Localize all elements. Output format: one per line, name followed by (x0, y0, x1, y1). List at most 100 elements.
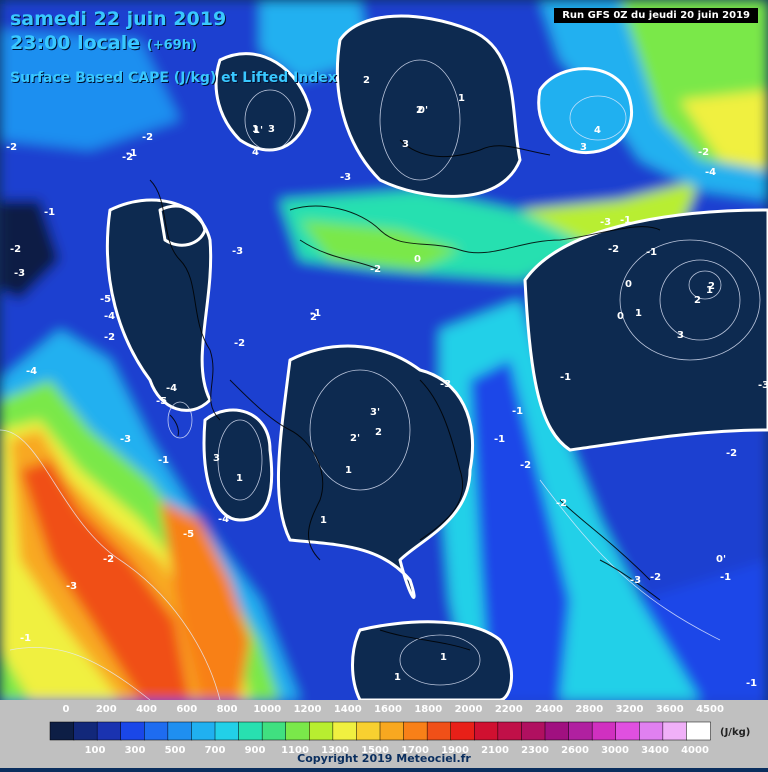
li-value-label: 2' (350, 433, 360, 444)
li-value-label: 3' (370, 407, 380, 418)
li-value-label: -2 (234, 338, 245, 349)
legend-swatch (568, 721, 593, 741)
legend-swatch (120, 721, 146, 741)
legend-unit: (J/kg) (720, 727, 751, 738)
li-value-label: -1 (620, 215, 631, 226)
li-value-label: 2 (416, 105, 423, 116)
legend-swatch (144, 721, 169, 741)
li-value-label: 1' (253, 125, 263, 136)
lifted-index-labels: -2-2-3-2-2-1-1-4-2-5-4-4-5-1-2-3-3-1-5-4… (6, 75, 768, 689)
li-value-label: -4 (218, 514, 229, 525)
legend-swatch (191, 721, 216, 741)
legend-top-tick: 1400 (333, 704, 362, 715)
li-value-label: 0 (617, 311, 624, 322)
legend-bottom-tick: 2100 (481, 745, 509, 756)
li-value-label: -2 (650, 572, 661, 583)
legend-swatch (591, 721, 617, 741)
legend-swatch (639, 721, 664, 741)
legend-swatch (214, 721, 240, 741)
legend-bottom-tick: 500 (164, 745, 186, 756)
li-value-label: -3 (630, 575, 641, 586)
legend-swatch (356, 721, 381, 741)
legend-swatch (96, 721, 122, 741)
legend-top-tick: 0 (62, 704, 70, 715)
copyright: Copyright 2019 Meteociel.fr (297, 752, 471, 765)
li-value-label: -2 (520, 460, 531, 471)
li-value-label: -2 (698, 147, 709, 158)
legend-top-tick: 1600 (374, 704, 402, 715)
legend-top-tick: 4500 (696, 704, 724, 715)
li-value-label: -1 (126, 148, 137, 159)
li-value-label: -2 (6, 142, 17, 153)
li-value-label: -1 (720, 572, 731, 583)
li-value-label: -1 (746, 678, 757, 689)
li-value-label: 3 (580, 142, 587, 153)
li-value-label: 3 (268, 124, 275, 135)
li-value-label: -2 (370, 264, 381, 275)
legend-top-tick: 2800 (575, 704, 604, 715)
legend-bottom-tick: 2300 (521, 745, 549, 756)
li-value-label: 3 (677, 330, 684, 341)
li-value-label: -1 (494, 434, 505, 445)
li-value-label: -1 (512, 406, 523, 417)
legend-top-tick: 1800 (414, 704, 443, 715)
li-value-label: -3 (600, 217, 611, 228)
cape-legend (0, 700, 768, 768)
li-value-label: -1 (646, 247, 657, 258)
legend-swatch (309, 721, 334, 741)
legend-colorbar (49, 721, 711, 741)
li-value-label: -3 (120, 434, 131, 445)
li-value-label: -4 (705, 167, 716, 178)
li-contours (0, 59, 761, 701)
legend-bottom-tick: 700 (204, 745, 226, 756)
coastlines (149, 139, 661, 651)
li-value-label: 2 (708, 281, 715, 292)
legend-top-tick: 2200 (494, 704, 523, 715)
legend-bottom-tick: 2600 (561, 745, 589, 756)
li-value-label: 1 (458, 93, 465, 104)
li-value-label: 0' (418, 105, 428, 116)
li-value-label: -3 (440, 379, 451, 390)
li-value-label: -1 (44, 207, 55, 218)
legend-swatch (497, 721, 523, 741)
li-value-label: -1 (20, 633, 31, 644)
li-value-label: -2 (103, 554, 114, 565)
legend-bottom-tick: 1100 (281, 745, 309, 756)
legend-top-tick: 200 (95, 704, 117, 715)
li-value-label: -1 (310, 308, 321, 319)
li-value-label: 2 (694, 295, 701, 306)
li-value-label: 3 (213, 453, 220, 464)
li-value-label: -4 (166, 383, 177, 394)
li-value-label: 1 (706, 285, 713, 296)
li-value-label: 2 (363, 75, 370, 86)
li-value-label: -2 (726, 448, 737, 459)
run-info: Run GFS 0Z du jeudi 20 juin 2019 (554, 8, 758, 23)
legend-bottom-tick: 300 (124, 745, 146, 756)
li-value-label: 1 (440, 652, 447, 663)
li-value-label: 1 (345, 465, 352, 476)
legend-bottom-tick: 1300 (321, 745, 349, 756)
li-value-label: 1 (252, 124, 259, 135)
legend-swatch (238, 721, 263, 741)
li-value-label: 1 (236, 473, 243, 484)
li-value-label: -2 (10, 244, 21, 255)
legend-swatch (474, 721, 499, 741)
legend-top-tick: 2000 (454, 704, 483, 715)
li-value-label: 0 (625, 279, 632, 290)
li-value-label: -1 (560, 372, 571, 383)
legend-bottom-tick: 1700 (401, 745, 429, 756)
legend-swatch (662, 721, 688, 741)
legend-top-tick: 600 (176, 704, 198, 715)
legend-swatch (332, 721, 358, 741)
legend-swatch (73, 721, 98, 741)
li-value-label: -2 (104, 332, 115, 343)
legend-swatch (167, 721, 193, 741)
legend-swatch (49, 721, 75, 741)
legend-bottom-tick: 1500 (361, 745, 389, 756)
legend-top-tick: 3600 (655, 704, 684, 715)
li-value-label: 1 (320, 515, 327, 526)
li-value-label: -2 (142, 132, 153, 143)
legend-top-tick: 1200 (293, 704, 322, 715)
stable-regions (105, 14, 768, 702)
